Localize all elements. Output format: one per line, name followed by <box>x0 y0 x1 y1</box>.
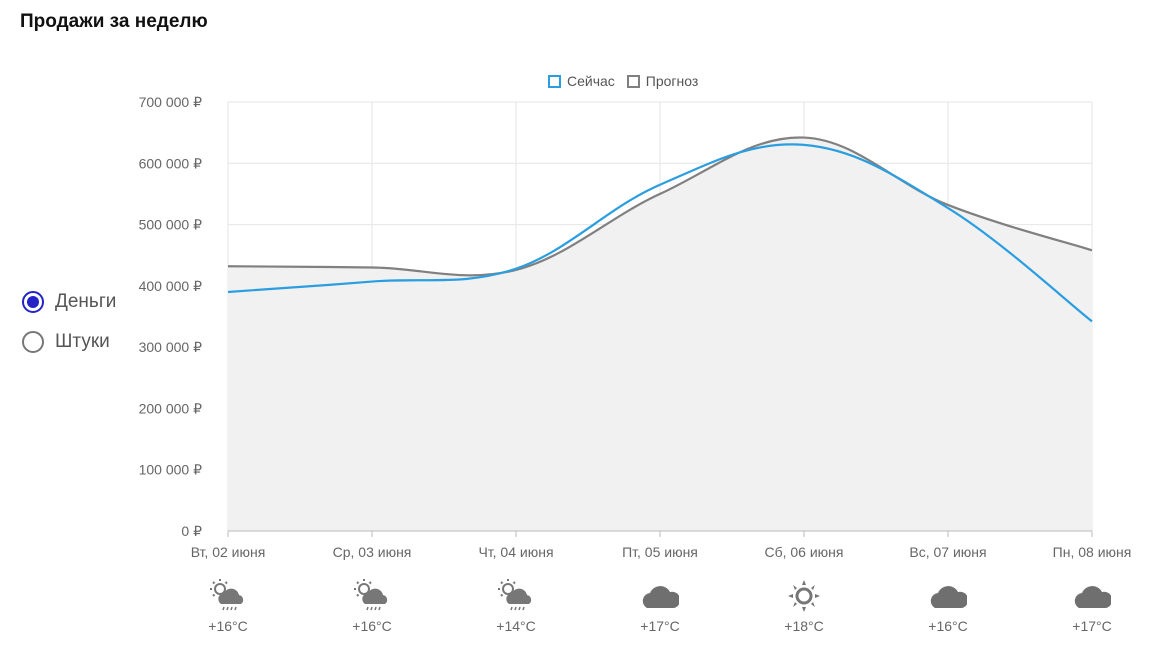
x-tick-label: Вс, 07 июня <box>909 544 986 560</box>
weather-temp: +17°C <box>640 618 680 634</box>
line-chart: 0 ₽ 100 000 ₽ 200 000 ₽ 300 000 ₽ 400 000 ₽ 5… <box>139 94 1132 560</box>
radio-label-money: Деньги <box>55 291 117 312</box>
radio-circle-units[interactable] <box>22 331 44 353</box>
radio-money[interactable]: Деньги <box>22 282 116 322</box>
x-tick-label: Пт, 05 июня <box>622 544 698 560</box>
y-tick-label: 0 ₽ <box>181 523 202 539</box>
series-area-forecast <box>228 137 1092 531</box>
sun-cloud-rain-icon <box>332 578 412 612</box>
y-tick-label: 100 000 ₽ <box>139 462 202 478</box>
legend-label-current: Сейчас <box>567 73 615 89</box>
legend-item-forecast[interactable]: Прогноз <box>626 73 699 89</box>
weather-item: +17°C <box>620 578 700 634</box>
legend-label-forecast: Прогноз <box>645 73 699 89</box>
weather-temp: +16°C <box>352 618 392 634</box>
series-line-current <box>227 143 1093 323</box>
sun-cloud-rain-icon <box>188 578 268 612</box>
weather-temp: +14°C <box>496 618 536 634</box>
chart-legend: Сейчас Прогноз <box>548 73 698 89</box>
x-tick-label: Вт, 02 июня <box>191 544 266 560</box>
weather-temp: +16°C <box>928 618 968 634</box>
weather-item: +16°C <box>188 578 268 634</box>
legend-swatch-current <box>548 74 561 88</box>
weather-item: +16°C <box>332 578 412 634</box>
sun-icon <box>764 578 844 612</box>
legend-swatch-forecast <box>626 74 640 88</box>
weather-temp: +18°C <box>784 618 824 634</box>
x-tick-label: Сб, 06 июня <box>764 544 843 560</box>
radio-units[interactable]: Штуки <box>22 322 116 362</box>
cloud-icon <box>620 578 700 612</box>
x-tick-label: Пн, 08 июня <box>1053 544 1132 560</box>
series-line-forecast <box>227 136 1093 277</box>
radio-label-units: Штуки <box>55 331 110 352</box>
weather-temp: +16°C <box>208 618 248 634</box>
weather-item: +16°C <box>908 578 988 634</box>
cloud-icon <box>1052 578 1132 612</box>
y-tick-label: 300 000 ₽ <box>139 339 202 355</box>
weather-temp: +17°C <box>1072 618 1112 634</box>
x-tick-label: Чт, 04 июня <box>478 544 553 560</box>
y-tick-label: 700 000 ₽ <box>139 94 202 110</box>
x-tick-label: Ср, 03 июня <box>333 544 412 560</box>
y-tick-label: 600 000 ₽ <box>139 155 202 171</box>
y-tick-label: 200 000 ₽ <box>139 400 202 416</box>
radio-circle-money[interactable] <box>22 291 44 313</box>
unit-toggle: Деньги Штуки <box>22 282 116 362</box>
weather-item: +14°C <box>476 578 556 634</box>
legend-item-current[interactable]: Сейчас <box>548 73 615 89</box>
radio-dot <box>27 296 39 308</box>
y-tick-label: 500 000 ₽ <box>139 217 202 233</box>
weather-item: +18°C <box>764 578 844 634</box>
cloud-icon <box>908 578 988 612</box>
y-tick-label: 400 000 ₽ <box>139 278 202 294</box>
sun-cloud-rain-icon <box>476 578 556 612</box>
weather-item: +17°C <box>1052 578 1132 634</box>
chart-title: Продажи за неделю <box>20 11 208 32</box>
